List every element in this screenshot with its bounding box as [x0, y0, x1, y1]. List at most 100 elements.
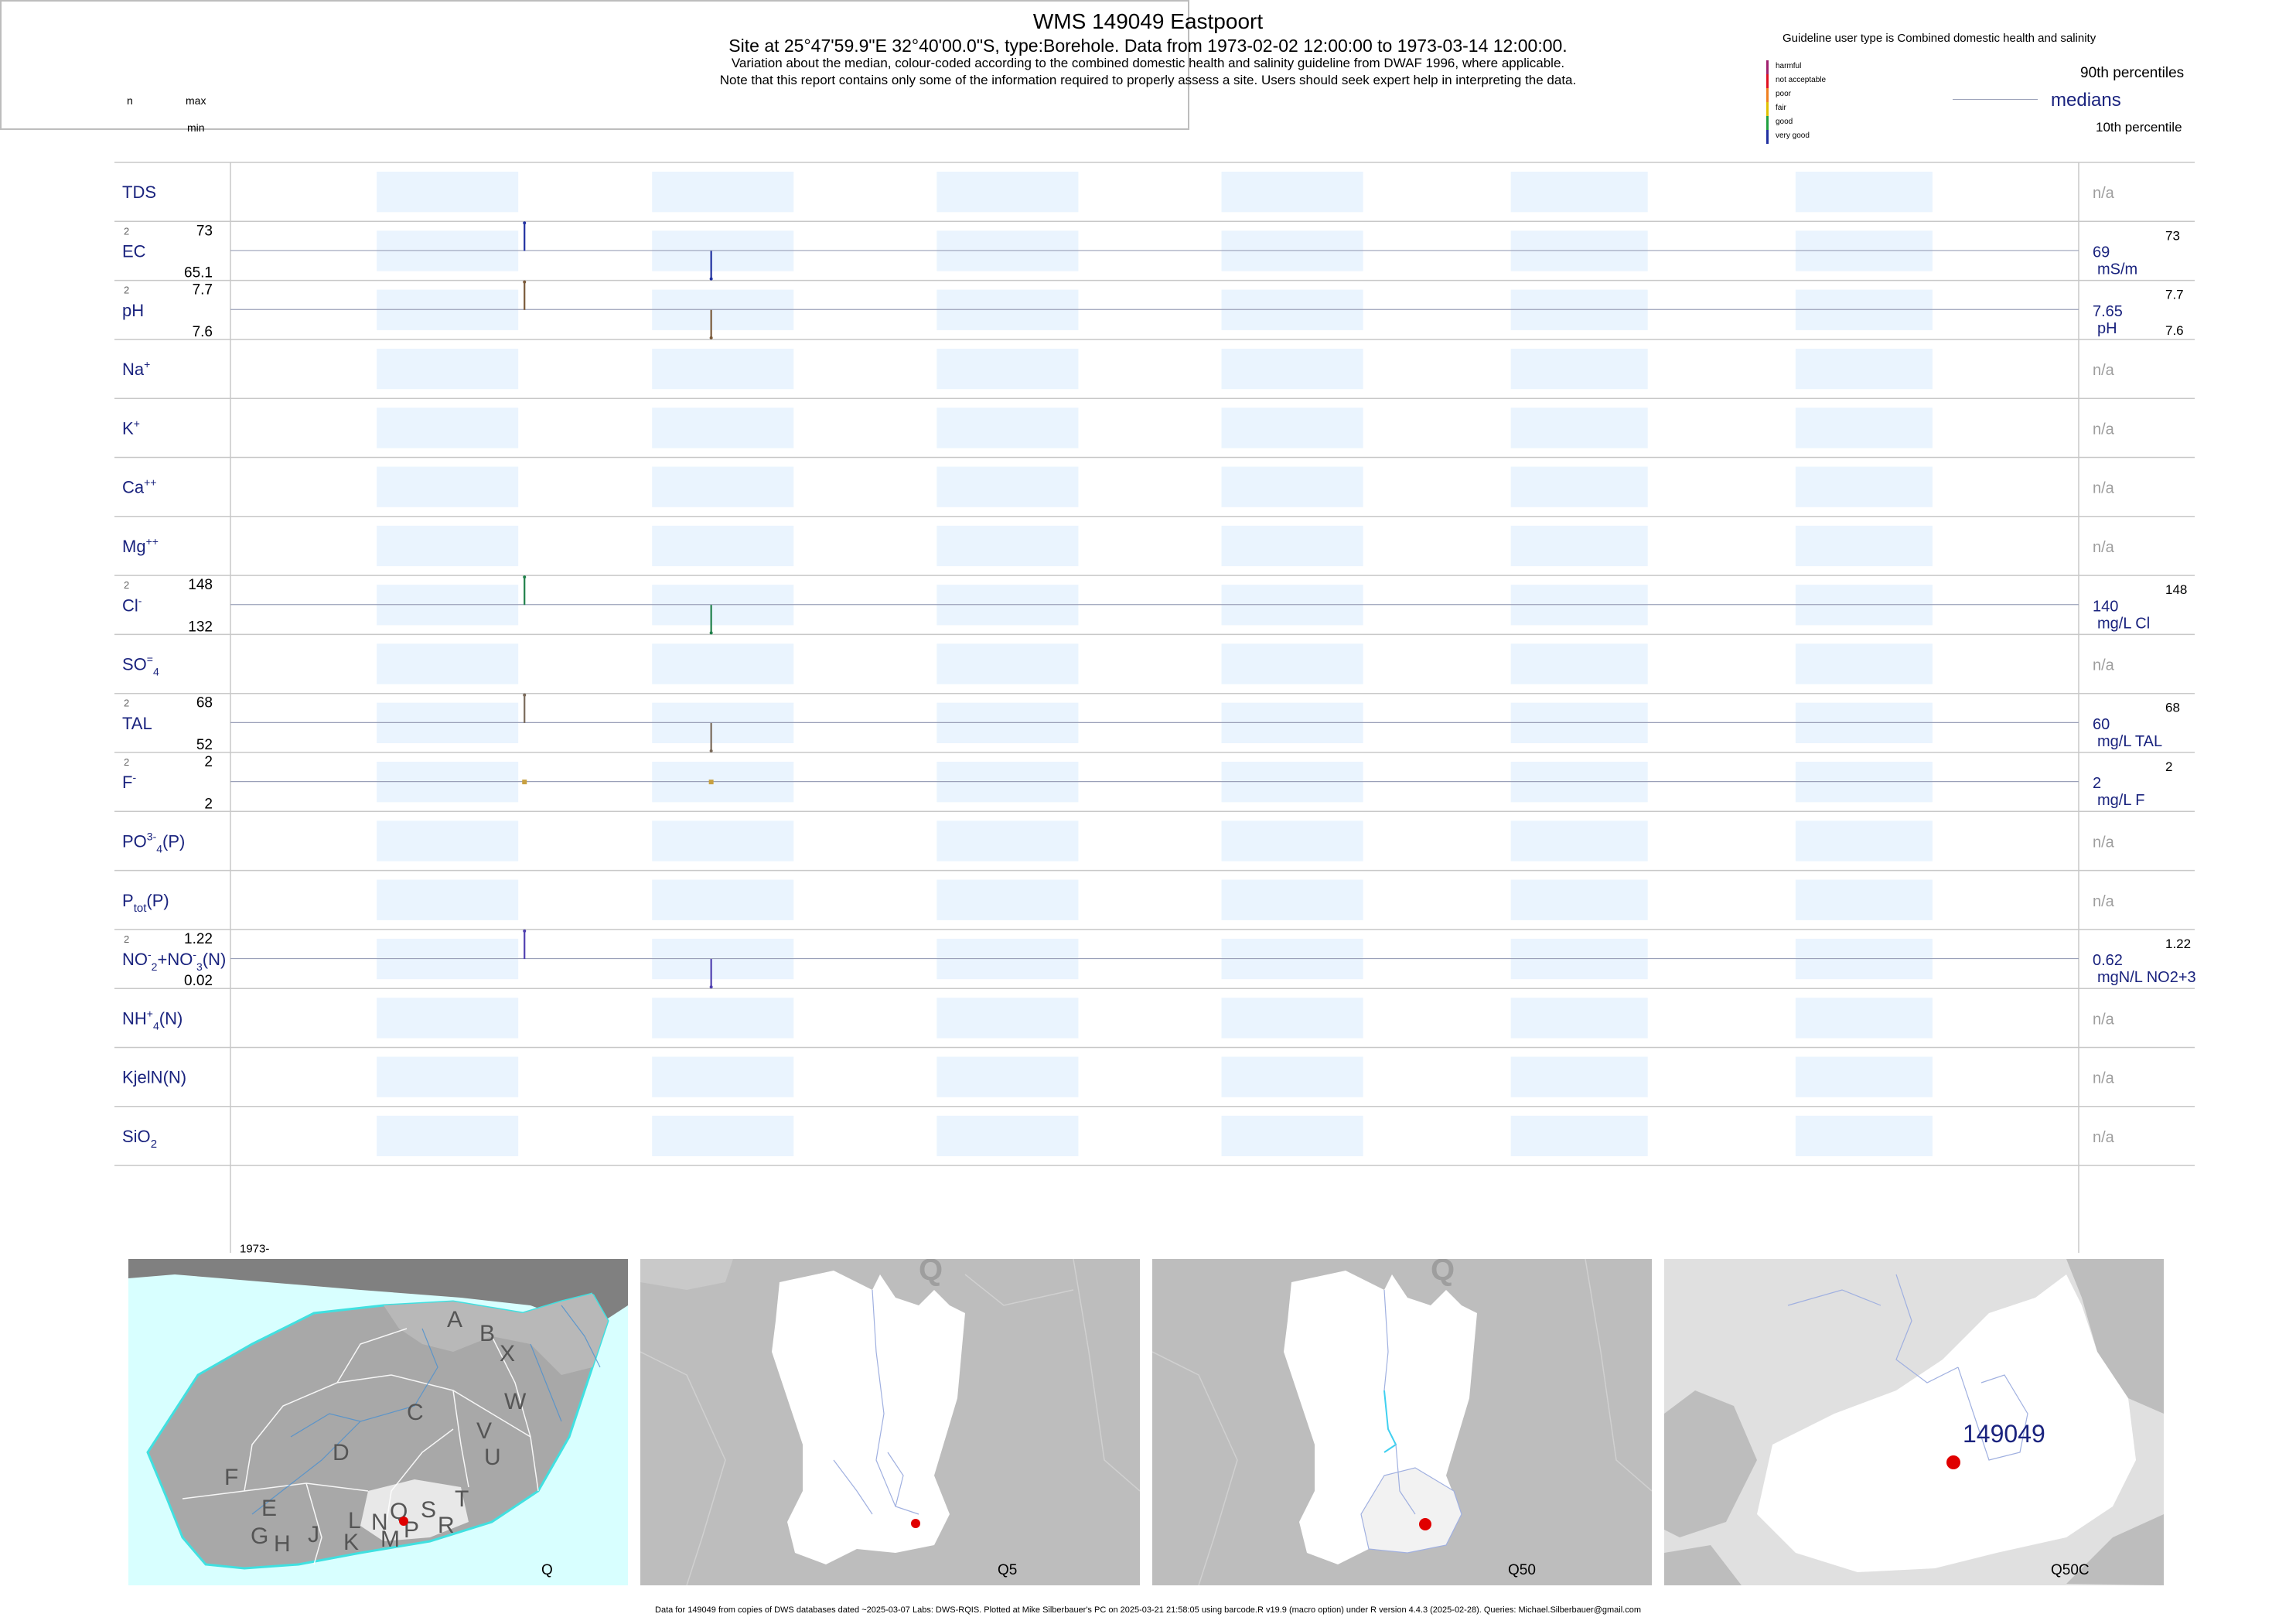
month-band [1510, 1056, 1648, 1097]
parameter-chart: Jan 1973Feb 1973Mar 1973Apr 1973May 1973… [114, 162, 2196, 1253]
month-band [936, 1056, 1079, 1097]
month-band [1795, 408, 1933, 449]
sample-count-nox: 2 [124, 933, 129, 945]
parameter-label-k: K+​ [122, 417, 140, 438]
month-band [1795, 643, 1933, 684]
month-band [1795, 466, 1933, 507]
p10-legend-label: 10th percentile [2096, 120, 2182, 135]
month-band [377, 348, 519, 390]
month-band [1795, 525, 1933, 567]
month-band [1510, 998, 1648, 1039]
parameter-label-ec: EC [122, 241, 146, 261]
month-band [1221, 408, 1363, 449]
legend-category-poor: poor [1766, 88, 1859, 102]
parameter-summary-kjel: n/a [2093, 1070, 2115, 1087]
sample-count-cl: 2 [124, 579, 129, 591]
month-band [1510, 525, 1648, 567]
parameter-label-part: 4 [153, 1019, 159, 1032]
sample-count-tal: 2 [124, 698, 129, 709]
parameter-label-part: (N) [159, 1008, 183, 1028]
month-band [1795, 879, 1933, 920]
max-value-f: 2 [204, 754, 213, 770]
legend-swatch [1766, 74, 1769, 88]
parameter-label-part: + [144, 358, 150, 370]
parameter-label-sio2: SiO2​ [122, 1127, 157, 1151]
parameter-label-kjel: KjelN(N) [122, 1068, 186, 1087]
region-letter-e: E [261, 1496, 278, 1521]
unit-label-cl: mg/L Cl [2097, 615, 2150, 632]
sample-count-ph: 2 [124, 285, 129, 296]
parameter-label-part: - [132, 771, 136, 783]
median-value-ec: 69 [2093, 244, 2110, 261]
month-band [936, 348, 1079, 390]
min-legend-label: min [187, 121, 205, 134]
parameter-label-part: PO [122, 831, 147, 851]
min-value-f: 2 [204, 796, 213, 812]
month-band [377, 643, 519, 684]
guideline-text: Guideline user type is Combined domestic… [1783, 32, 2096, 45]
parameter-summary-so4: n/a [2093, 657, 2115, 674]
month-band [1510, 466, 1648, 507]
region-letter-l: L [348, 1508, 361, 1534]
region-letter-b: B [479, 1321, 496, 1346]
parameter-label-part: = [147, 653, 153, 666]
parameter-label-part: Mg [122, 537, 146, 556]
min-value-tal: 52 [196, 737, 213, 753]
map-watermark-q5: Q [919, 1259, 943, 1287]
p90-value-ec: 73 [2165, 228, 2180, 243]
note-line-2: Note that this report contains only some… [719, 73, 1577, 87]
region-letter-g: G [251, 1523, 269, 1549]
month-band [1795, 348, 1933, 390]
parameter-label-part: tot [134, 902, 148, 915]
parameter-label-part: TAL [122, 714, 152, 733]
month-band [377, 879, 519, 920]
month-band [652, 879, 794, 920]
catchment-map-q50c [1664, 1259, 2164, 1585]
parameter-label-part: +NO [157, 950, 193, 969]
min-value-ec: 65.1 [184, 265, 213, 281]
note-line-1: Variation about the median, colour-coded… [731, 56, 1565, 70]
sample-point-ec [709, 277, 713, 281]
site-marker [1419, 1518, 1431, 1530]
month-band [1795, 172, 1933, 213]
region-letter-d: D [333, 1440, 350, 1465]
site-description: Site at 25°47'59.9"E 32°40'00.0"S, type:… [728, 36, 1568, 56]
month-band [1795, 998, 1933, 1039]
month-band [1510, 408, 1648, 449]
month-band [1510, 348, 1648, 390]
region-letter-x: X [500, 1341, 516, 1366]
n-legend-label: n [127, 94, 133, 107]
sample-point-ph [709, 336, 713, 339]
month-band [652, 525, 794, 567]
max-value-cl: 148 [188, 577, 213, 593]
footer-credits: Data for 149049 from copies of DWS datab… [655, 1605, 1641, 1615]
map-label-q: Q [541, 1562, 553, 1578]
median-value-tal: 60 [2093, 716, 2110, 733]
parameter-label-part: 4 [153, 666, 159, 678]
parameter-label-tds: TDS [122, 183, 156, 202]
sample-count-f: 2 [124, 756, 129, 768]
unit-label-tal: mg/L TAL [2097, 733, 2162, 750]
median-legend-line [1953, 99, 2038, 100]
month-band [652, 1115, 794, 1157]
parameter-label-part: - [148, 948, 152, 960]
region-letter-f: F [224, 1465, 239, 1490]
sample-point-ph [523, 280, 527, 284]
parameter-label-part: + [134, 417, 140, 429]
parameter-label-part: NH [122, 1008, 147, 1028]
parameter-label-part: KjelN(N) [122, 1068, 186, 1087]
unit-label-ph: pH [2097, 320, 2117, 337]
sample-point-tal [523, 693, 527, 697]
legend-swatch [1766, 102, 1769, 116]
parameter-label-part: 2 [151, 1138, 157, 1151]
map-label-q50: Q50 [1508, 1562, 1536, 1578]
month-band [652, 821, 794, 861]
parameter-label-ptot: Ptot​(P) [122, 891, 169, 915]
site-marker [1946, 1455, 1960, 1469]
unit-label-ec: mS/m [2097, 261, 2137, 278]
legend-category-fair: fair [1766, 102, 1859, 116]
region-letter-w: W [504, 1389, 527, 1414]
max-legend-label: max [186, 94, 206, 107]
region-letter-j: J [308, 1522, 319, 1547]
parameter-summary-tds: n/a [2093, 185, 2115, 202]
